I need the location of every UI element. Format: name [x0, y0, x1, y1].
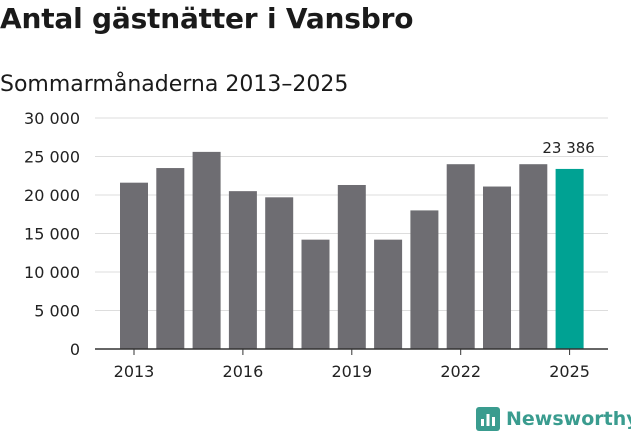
bar-2019 [337, 184, 366, 349]
bar-2020 [374, 239, 403, 349]
y-tick-label: 25 000 [24, 148, 80, 167]
bar-2024 [519, 164, 548, 349]
x-tick-label: 2022 [440, 362, 481, 381]
bar-2013 [120, 182, 148, 349]
x-tick-label: 2019 [331, 362, 372, 381]
bar-2014 [156, 168, 185, 349]
bar-2018 [301, 239, 330, 349]
y-axis-tick-labels: 0 5 000 10 000 15 000 20 000 25 000 30 000 [24, 109, 80, 359]
data-labels: 23 386 [542, 139, 595, 157]
newsworthy-brand: Newsworthy [476, 407, 631, 431]
y-tick-label: 30 000 [24, 109, 80, 128]
x-tick-label: 2016 [223, 362, 264, 381]
bar-2023 [483, 186, 511, 349]
bar-2022 [446, 164, 475, 349]
y-tick-label: 15 000 [24, 225, 80, 244]
bar-2021 [410, 210, 439, 349]
y-tick-label: 10 000 [24, 263, 80, 282]
x-tick-label: 2025 [549, 362, 590, 381]
highlight-value-label: 23 386 [542, 139, 595, 157]
bar-2025 [555, 168, 584, 349]
bars [120, 151, 584, 349]
x-axis-tick-labels: 2013 2016 2019 2022 2025 [114, 349, 590, 381]
chart-subtitle: Sommarmånaderna 2013–2025 [0, 72, 349, 97]
bar-2016 [228, 191, 257, 349]
y-tick-label: 5 000 [34, 302, 80, 321]
y-tick-label: 0 [70, 340, 80, 359]
bar-chart: 0 5 000 10 000 15 000 20 000 25 000 30 000 201… [24, 109, 608, 381]
bar-2017 [265, 197, 294, 349]
bar-2015 [192, 151, 221, 349]
chart-title: Antal gästnätter i Vansbro [0, 2, 414, 35]
newsworthy-logo-icon [476, 407, 500, 431]
brand-label: Newsworthy [506, 408, 631, 430]
x-tick-label: 2013 [114, 362, 155, 381]
y-tick-label: 20 000 [24, 186, 80, 205]
